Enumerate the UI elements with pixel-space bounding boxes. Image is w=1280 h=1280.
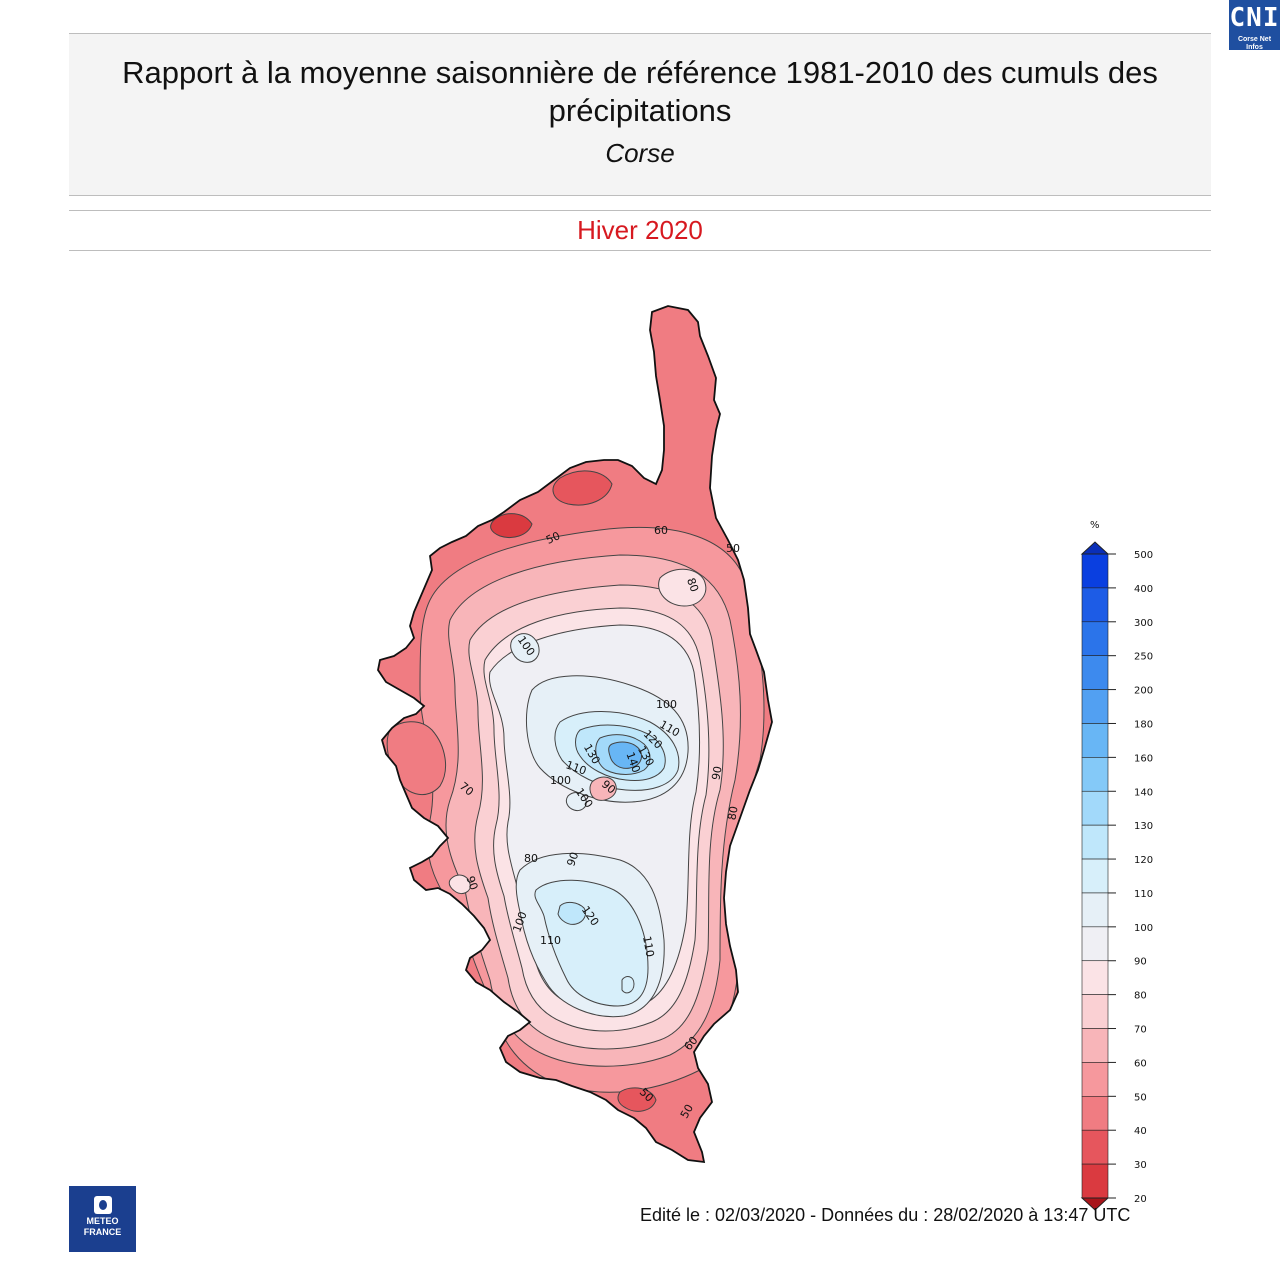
legend-tick-label: 140 [1134, 787, 1153, 798]
legend-tick-label: 50 [1134, 1092, 1147, 1103]
legend-top-arrow [1080, 541, 1110, 555]
contour-label: 50 [726, 542, 740, 555]
legend-band [1081, 655, 1109, 690]
legend-band [1081, 858, 1109, 894]
cni-logo-name: Corse Net Infos [1237, 36, 1272, 51]
contour-label: 90 [463, 874, 480, 892]
legend-tick-label: 100 [1134, 923, 1153, 934]
legend-band [1081, 1096, 1109, 1131]
legend-band [1081, 723, 1109, 758]
cni-logo-abbr: CNI [1229, 3, 1280, 33]
legend-band [1081, 1129, 1109, 1165]
contour-label: 100 [656, 698, 677, 711]
contour-label: 90 [564, 850, 581, 868]
region-subtitle: Corse [605, 138, 675, 168]
legend-tick-label: 80 [1134, 991, 1147, 1002]
legend-unit: % [1090, 520, 1100, 531]
contour-label: 60 [654, 524, 668, 537]
legend-tick-label: 120 [1134, 855, 1153, 866]
contour-label: 80 [684, 576, 701, 594]
contour-label: 110 [640, 935, 656, 958]
legend-tick-label: 160 [1134, 753, 1153, 764]
legend-band [1081, 587, 1109, 623]
legend-band [1081, 553, 1109, 589]
legend-tick-label: 30 [1134, 1160, 1147, 1171]
contour-label: 80 [725, 805, 740, 821]
legend-tick-label: 130 [1134, 821, 1153, 832]
title-panel: Rapport à la moyenne saisonnière de réfé… [69, 33, 1211, 196]
legend-tick-label: 180 [1134, 719, 1153, 730]
legend-band [1081, 994, 1109, 1029]
legend-band [1081, 621, 1109, 656]
legend-band [1081, 892, 1109, 928]
contour-label: 90 [709, 765, 724, 781]
legend-tick-label: 60 [1134, 1058, 1147, 1069]
contour-label: 110 [540, 934, 561, 947]
legend-band [1081, 757, 1109, 792]
legend-band [1081, 689, 1109, 724]
legend-band [1081, 1163, 1109, 1199]
legend-tick-label: 110 [1134, 889, 1153, 900]
legend-tick-label: 400 [1134, 584, 1153, 595]
legend-bottom-arrow [1080, 1197, 1110, 1211]
legend-tick-label: 500 [1134, 550, 1153, 561]
precipitation-field [378, 306, 772, 1162]
contour-label: 50 [544, 529, 562, 547]
legend-band [1081, 926, 1109, 962]
color-legend: % 500 400 300 250 200 180 160 140 130 120 110 100 90… [1080, 520, 1153, 1211]
legend-tick-label: 300 [1134, 618, 1153, 629]
logo-line1: METEO [86, 1216, 119, 1226]
page-title: Rapport à la moyenne saisonnière de réfé… [122, 55, 1158, 128]
season-label: Hiver 2020 [69, 210, 1211, 251]
legend-band [1081, 960, 1109, 995]
logo-line2: FRANCE [83, 1227, 122, 1237]
legend-tick-label: 250 [1134, 652, 1153, 663]
contour-label: 80 [524, 852, 538, 865]
meteo-france-logo[interactable]: METEO FRANCE [69, 1186, 136, 1252]
legend-band [1081, 790, 1109, 826]
contour-label: 50 [678, 1102, 696, 1121]
legend-tick-label: 70 [1134, 1025, 1147, 1036]
legend-tick-label: 40 [1134, 1126, 1147, 1137]
edition-footer: Edité le : 02/03/2020 - Données du : 28/… [640, 1205, 1131, 1225]
cni-logo[interactable]: CNI Corse Net Infos [1229, 0, 1280, 51]
legend-band [1081, 824, 1109, 860]
legend-band [1081, 1028, 1109, 1063]
legend-band [1081, 1062, 1109, 1097]
legend-tick-label: 90 [1134, 957, 1147, 968]
legend-tick-label: 20 [1134, 1194, 1147, 1205]
contour-label: 100 [550, 774, 571, 787]
meteo-france-icon [93, 1196, 112, 1214]
legend-tick-label: 200 [1134, 686, 1153, 697]
